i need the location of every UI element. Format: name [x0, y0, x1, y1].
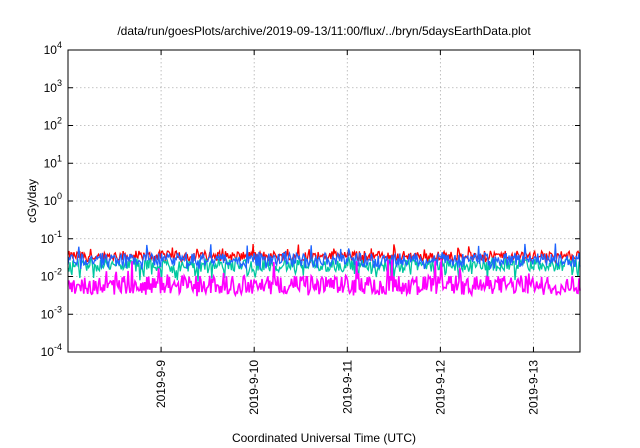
y-tick-label: 103: [44, 78, 62, 95]
x-tick-label: 2019-9-10: [247, 360, 261, 415]
y-tick-label: 102: [44, 116, 62, 133]
y-tick-label: 101: [44, 153, 62, 170]
x-tick-label: 2019-9-11: [340, 360, 354, 414]
x-axis-label: Coordinated Universal Time (UTC): [232, 431, 416, 445]
series-layer: [67, 243, 581, 298]
y-tick-label: 10-3: [41, 304, 62, 321]
y-axis: 10-4 10-3 10-2 10-1 100 101 102 103 104: [41, 40, 580, 359]
x-tick-label: 2019-9-9: [154, 360, 168, 408]
y-tick-label: 100: [44, 191, 62, 208]
y-tick-label: 10-4: [41, 342, 62, 359]
y-axis-label: cGy/day: [25, 179, 39, 223]
chart-title: /data/run/goesPlots/archive/2019-09-13/1…: [117, 24, 531, 38]
grid: [68, 50, 580, 352]
y-tick-label: 104: [44, 40, 62, 57]
series-line: [67, 259, 581, 298]
x-tick-label: 2019-9-13: [526, 360, 540, 415]
y-tick-label: 10-2: [41, 267, 62, 284]
y-tick-label: 10-1: [41, 229, 62, 246]
series-line: [67, 243, 581, 271]
x-axis: 2019-9-9 2019-9-10 2019-9-11 2019-9-12 2019-…: [154, 50, 540, 415]
x-tick-label: 2019-9-12: [433, 360, 447, 415]
